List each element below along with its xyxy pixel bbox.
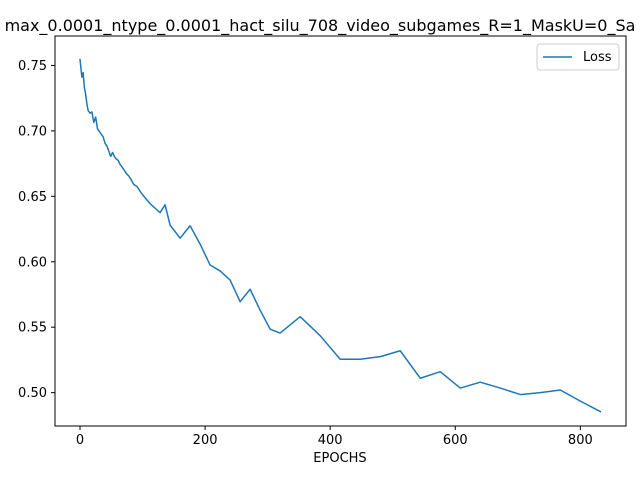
y-tick-label: 0.60 [18,255,47,270]
x-tick-label: 0 [76,433,84,448]
x-axis-label: EPOCHS [313,451,366,466]
legend: Loss [536,43,620,71]
x-tick-label: 600 [443,433,468,448]
axes-frame [54,35,627,427]
x-tick-label: 400 [318,433,343,448]
plot-area [79,58,602,413]
y-tick-label: 0.65 [18,190,47,205]
y-tick-label: 0.50 [18,386,47,401]
series-line-loss [79,58,602,413]
y-tick-label: 0.55 [18,321,47,336]
axes: 0 200 400 600 800 0.50 0.55 0.60 0.65 0.70 0.75 [18,35,627,448]
legend-box [536,43,620,71]
x-tick-label: 200 [193,433,218,448]
legend-label-loss: Loss [583,50,612,65]
y-tick-label: 0.70 [18,124,47,139]
x-tick-label: 800 [568,433,593,448]
y-tick-label: 0.75 [18,59,47,74]
chart-title: max_0.0001_ntype_0.0001_hact_silu_708_vi… [5,16,636,36]
